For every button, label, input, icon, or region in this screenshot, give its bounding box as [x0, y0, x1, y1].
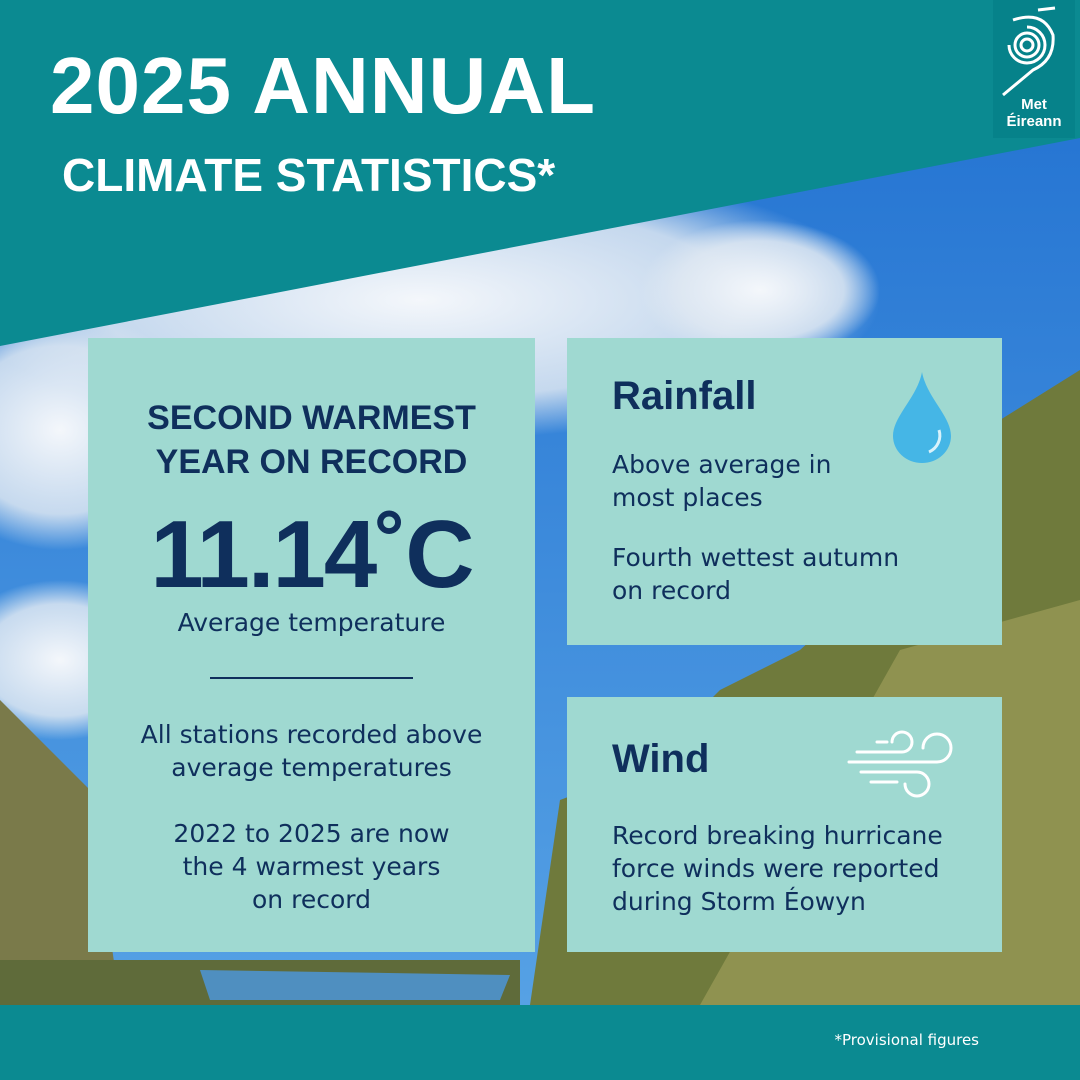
divider [210, 677, 413, 679]
note-line: on record [252, 885, 371, 914]
logo-box [993, 0, 1075, 138]
heading-line: SECOND WARMEST [147, 399, 476, 437]
logo-swirl [1002, 6, 1056, 97]
value-caption: Average temperature [177, 608, 446, 637]
card-title: Rainfall [612, 374, 757, 418]
footnote: *Provisional figures [834, 1031, 980, 1049]
item: Above average in most places [612, 448, 831, 514]
item-line: Record breaking hurricane [612, 821, 943, 850]
logo-line: Éireann [1006, 113, 1062, 130]
logo-text: Met Éireann [996, 96, 1072, 130]
item-line: during Storm Éowyn [612, 887, 866, 916]
rainfall-card: Rainfall Above average in most places Fo… [567, 338, 1002, 645]
wind-icon [847, 730, 953, 798]
item-line: on record [612, 576, 731, 605]
note-line: the 4 warmest years [182, 852, 441, 881]
note: All stations recorded above average temp… [88, 718, 535, 784]
card-title: Wind [612, 737, 710, 781]
item: Fourth wettest autumn on record [612, 541, 899, 607]
subtitle: CLIMATE STATISTICS* [62, 149, 556, 201]
item: Record breaking hurricane force winds we… [612, 819, 943, 918]
note: 2022 to 2025 are now the 4 warmest years… [88, 817, 535, 916]
wind-card: Wind Record breaking hurricane force win… [567, 697, 1002, 952]
logo-line: Met [1021, 96, 1047, 113]
heading-line: YEAR ON RECORD [155, 443, 468, 481]
note-line: 2022 to 2025 are now [173, 819, 450, 848]
item-line: most places [612, 483, 763, 512]
item-line: Fourth wettest autumn [612, 543, 900, 572]
temperature-value: 11.14˚C [150, 501, 474, 608]
note-line: average temperatures [171, 753, 452, 782]
note-line: All stations recorded above [140, 720, 483, 749]
item-line: force winds were reported [612, 854, 940, 883]
title: 2025 ANNUAL [50, 41, 596, 130]
raindrop-icon [893, 372, 951, 463]
temperature-card: SECOND WARMEST YEAR ON RECORD 11.14˚C Av… [88, 338, 535, 952]
card-heading: SECOND WARMEST YEAR ON RECORD [88, 396, 535, 484]
item-line: Above average in [612, 450, 832, 479]
